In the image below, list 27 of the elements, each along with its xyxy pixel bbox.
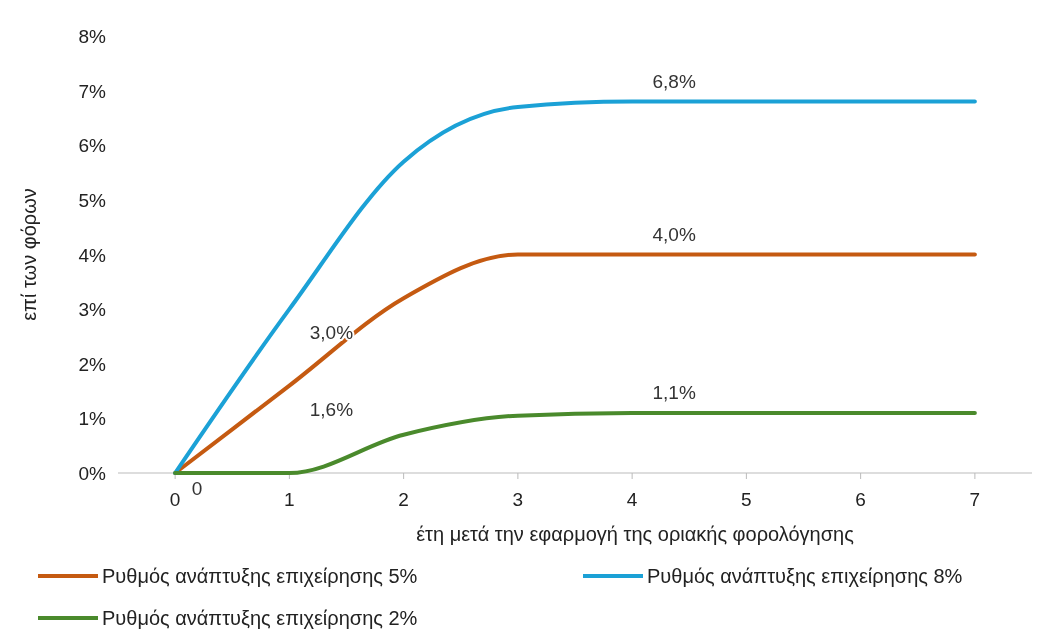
y-tick-label: 8% <box>78 26 107 47</box>
x-tick-label: 7 <box>969 489 981 510</box>
x-tick-label: 0 <box>169 489 181 510</box>
x-tick-label: 1 <box>284 489 295 510</box>
legend-label: Ρυθμός ανάπτυξης επιχείρησης 2% <box>102 607 418 629</box>
y-tick-label: 6% <box>78 135 107 157</box>
data-label: 1,1% <box>652 381 696 403</box>
x-tick-label: 6 <box>855 489 866 510</box>
x-tick-label: 5 <box>741 489 752 510</box>
y-tick-label: 5% <box>78 189 107 211</box>
x-tick-label: 4 <box>626 489 638 510</box>
y-axis-title: επί των φόρων <box>18 188 40 321</box>
x-axis-title: έτη μετά την εφαρμογή της οριακής φορολόγησης <box>416 523 855 545</box>
y-tick-label: 2% <box>78 353 107 375</box>
y-tick-label: 7% <box>78 80 107 102</box>
data-label: 6,8% <box>652 70 696 92</box>
y-tick-label: 0% <box>78 463 107 484</box>
data-label: 3,0% <box>309 322 354 344</box>
data-label: 4,0% <box>652 223 696 245</box>
y-tick-label: 1% <box>78 408 107 430</box>
y-tick-label: 4% <box>78 244 107 266</box>
y-tick-label: 3% <box>78 299 107 321</box>
legend-label: Ρυθμός ανάπτυξης επιχείρησης 8% <box>647 565 963 587</box>
x-tick-label: 2 <box>398 489 409 510</box>
data-label: 1,6% <box>309 398 354 420</box>
x-tick-label: 3 <box>512 489 524 510</box>
legend-label: Ρυθμός ανάπτυξης επιχείρησης 5% <box>102 565 418 587</box>
